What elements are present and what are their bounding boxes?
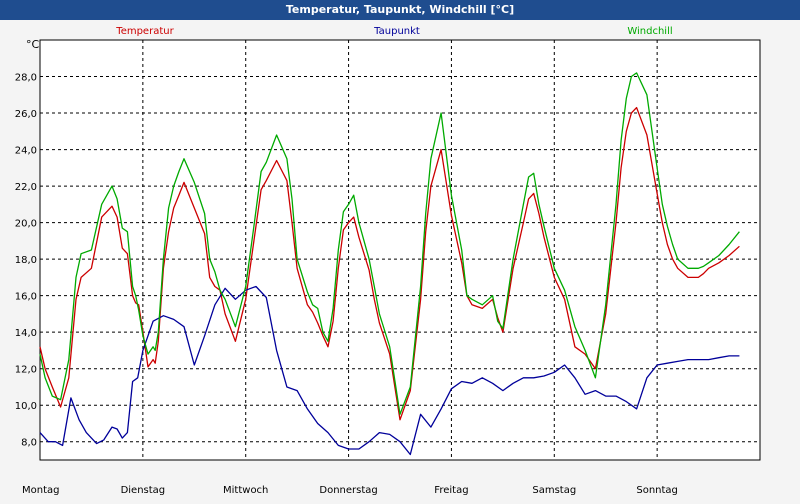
y-tick-label: 18,0 [15,255,37,266]
series-lines [39,72,740,456]
y-tick-label: 8,0 [21,438,37,449]
legend-entry-taupunkt: Taupunkt [373,26,420,37]
x-tick-day: Sonntag [636,485,678,496]
x-tick-day: Mittwoch [223,485,268,496]
y-tick-label: 28,0 [15,73,37,84]
y-tick-label: 24,0 [15,146,37,157]
legend: Temperatur Taupunkt Windchill [115,26,672,37]
x-tick-day: Freitag [434,485,468,496]
y-tick-label: 16,0 [15,292,37,303]
x-tick-day: Dienstag [121,485,166,496]
y-tick-label: 14,0 [15,328,37,339]
x-tick-day: Samstag [532,485,576,496]
y-tick-label: 20,0 [15,219,37,230]
chart-title: Temperatur, Taupunkt, Windchill [°C] [0,0,800,20]
x-tick-day: Donnerstag [319,485,377,496]
series-line-temperatur [39,106,740,421]
chart-container: 8,0 10,0 12,0 14,0 16,0 18,0 20,0 22,0 24,0 26,0 2… [0,20,800,500]
y-axis: 8,0 10,0 12,0 14,0 16,0 18,0 20,0 22,0 24,0 26,0 2… [15,73,37,449]
grid-lines [40,40,760,460]
x-axis: Montag07.09.20Dienstag08.09.20Mittwoch09… [22,485,678,496]
legend-entry-temperatur: Temperatur [115,26,174,37]
plot-area [39,39,761,461]
y-tick-label: 12,0 [15,365,37,376]
y-tick-label: 26,0 [15,109,37,120]
line-chart: 8,0 10,0 12,0 14,0 16,0 18,0 20,0 22,0 24,0 26,0 2… [0,20,800,500]
series-line-taupunkt [39,285,740,456]
x-tick-day: Montag [22,485,59,496]
series-line-windchill [39,72,740,415]
y-axis-unit: °C [26,38,40,51]
legend-entry-windchill: Windchill [627,26,672,37]
y-tick-label: 10,0 [15,401,37,412]
y-tick-label: 22,0 [15,182,37,193]
